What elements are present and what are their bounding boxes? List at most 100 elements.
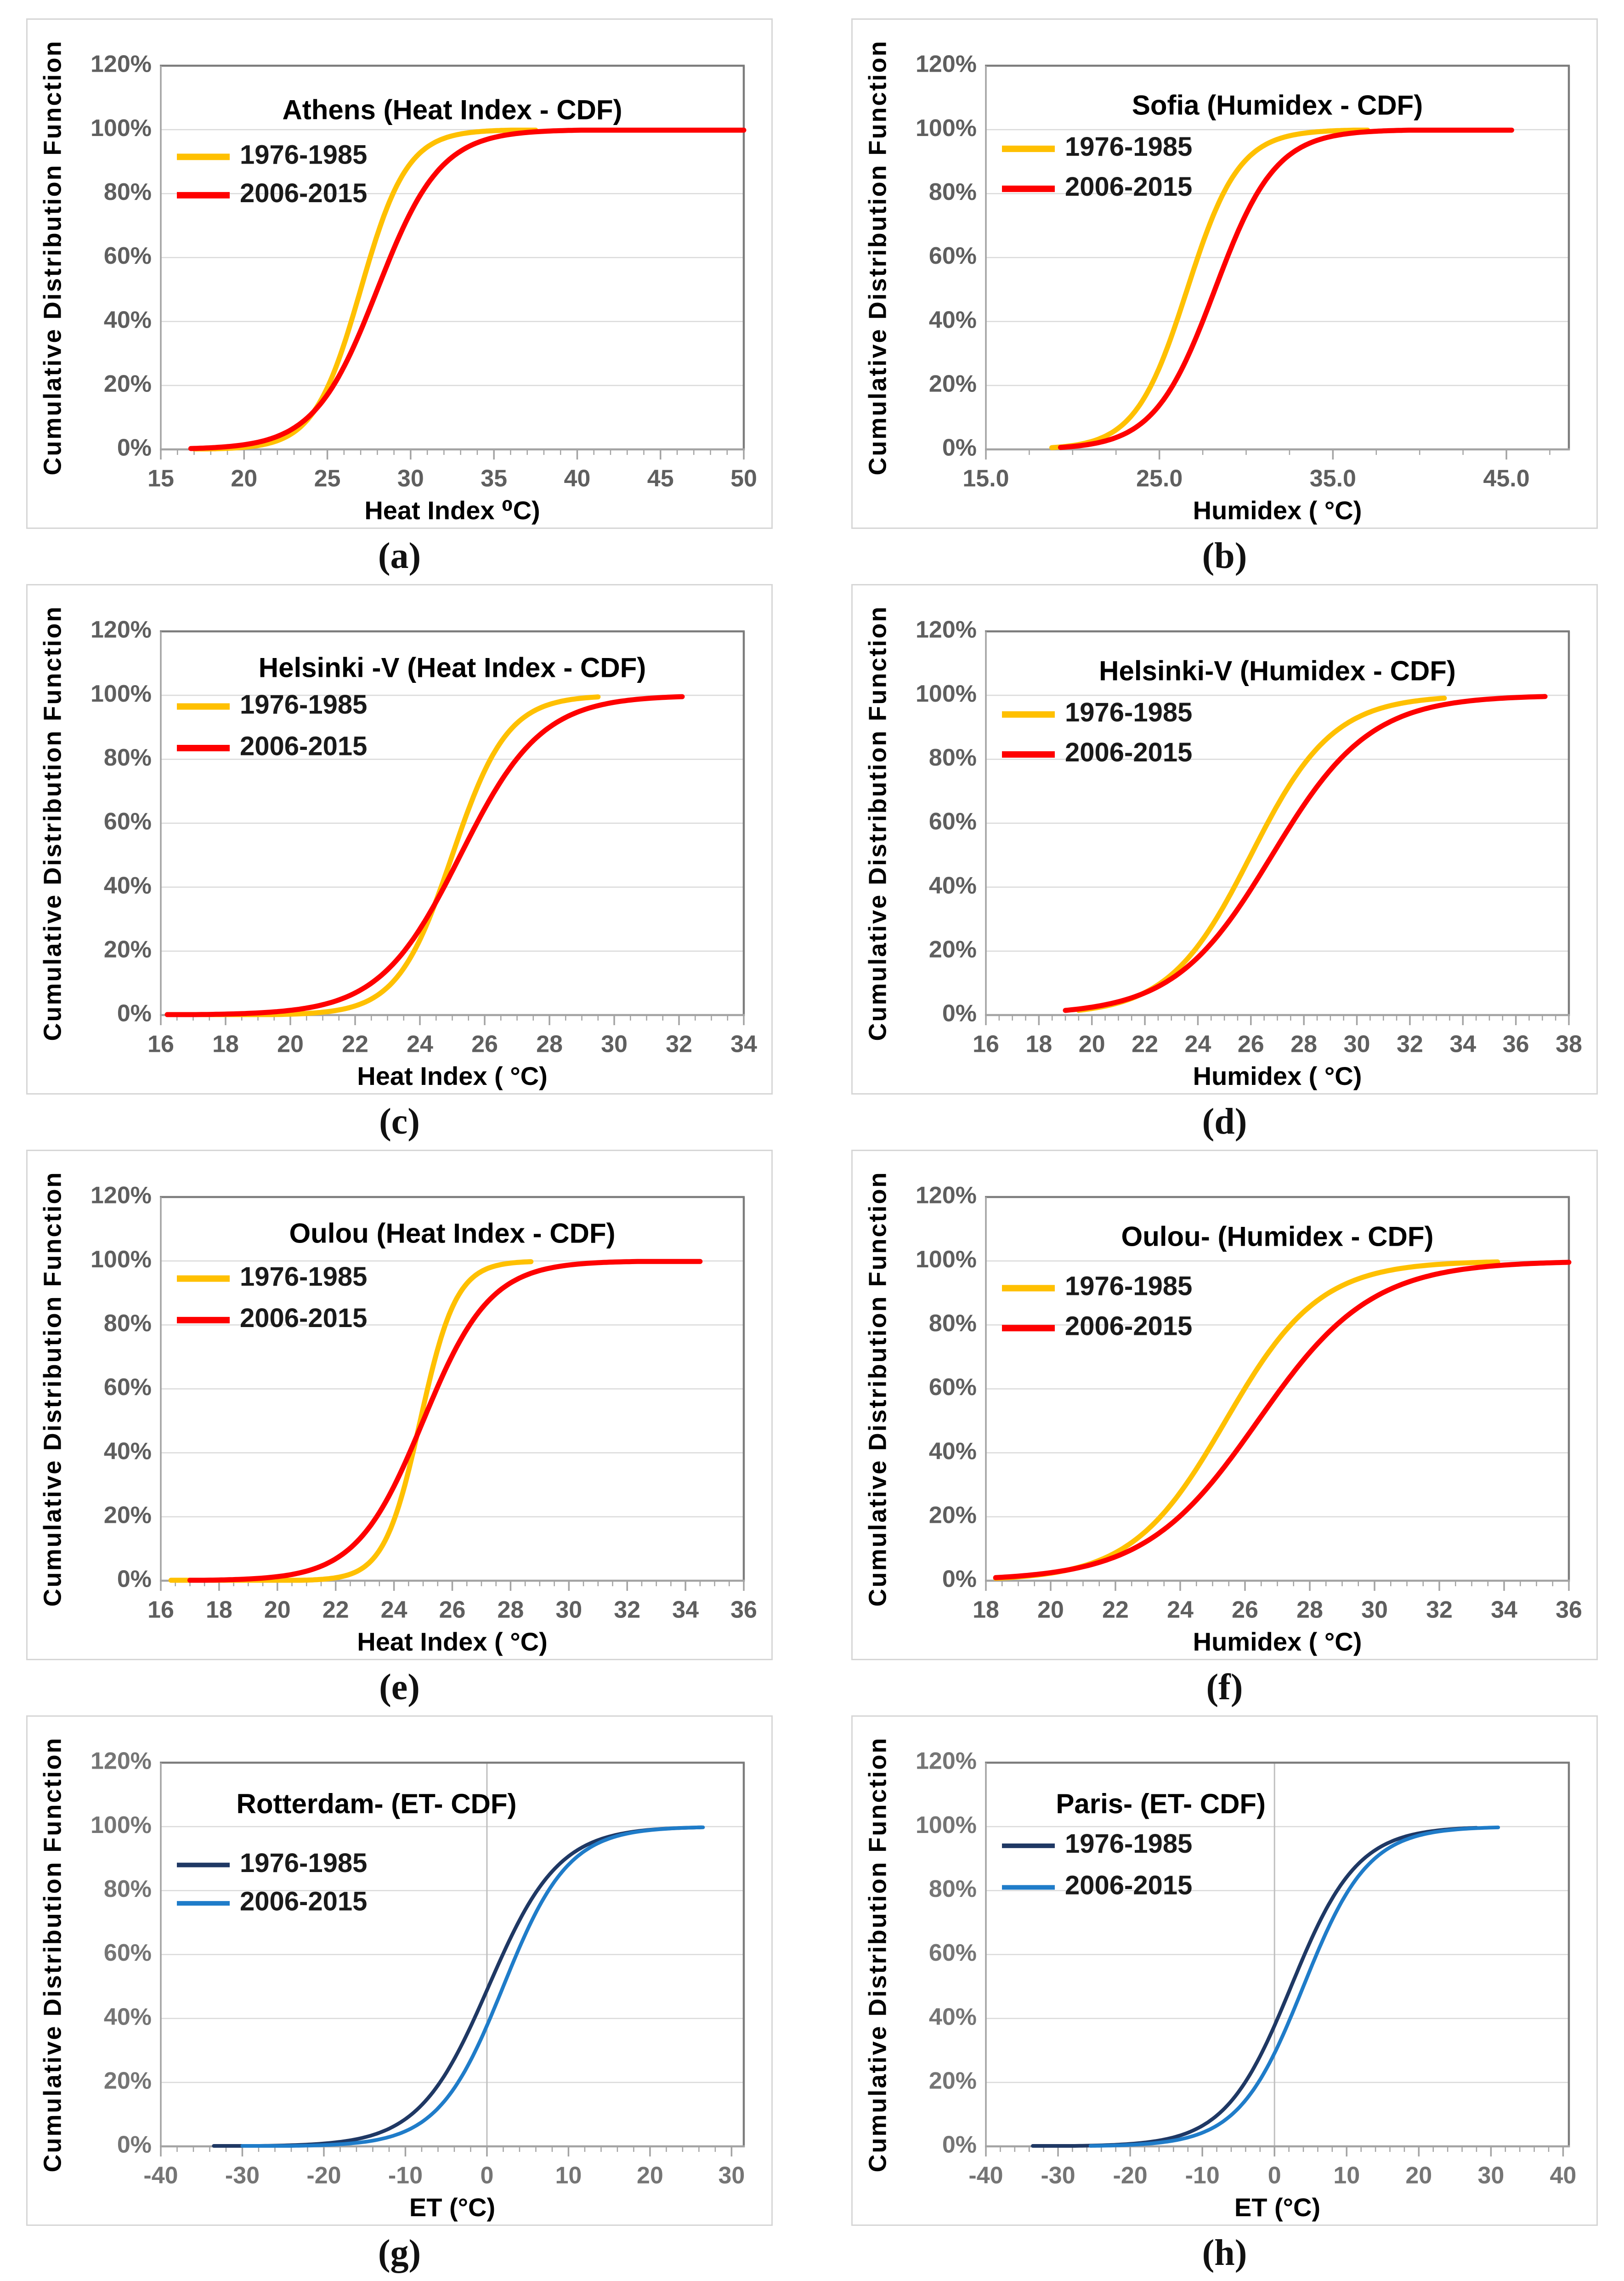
legend-label: 2006-2015 [240,731,367,761]
y-tick-label: 80% [929,1310,977,1337]
x-tick-label: 24 [1185,1031,1211,1058]
chart-title: Oulou- (Humidex - CDF) [1121,1221,1434,1252]
panel-letter-e: (e) [379,1667,420,1708]
chart-title: Rotterdam- (ET- CDF) [237,1788,517,1819]
chart-title: Helsinki-V (Humidex - CDF) [1099,655,1456,686]
x-tick-label: 38 [1556,1031,1582,1058]
series-curve-1976-1985 [164,694,601,1017]
chart-h-plot: -40 -30 -20 -10 0 10 20 30 40 0% 20% 40% 60% 80% 100% 1… [864,1737,1576,2222]
x-tick-label: -30 [225,2162,260,2189]
x-tick-label: 25.0 [1136,465,1183,492]
legend-label: 1976-1985 [1065,1271,1192,1301]
panel-letter-h: (h) [1202,2232,1247,2273]
y-tick-label: 100% [916,1246,977,1273]
x-tick-label: 32 [666,1031,692,1058]
x-axis-title: Heat Index ( °C) [357,1061,547,1090]
y-tick-label: 120% [91,1182,152,1209]
x-tick-label: 20 [637,2162,663,2189]
x-tick-label: 20 [277,1031,304,1058]
x-tick-label: 30 [1477,2162,1504,2189]
y-tick-label: 120% [91,617,152,643]
x-tick-label: 0 [480,2162,493,2189]
legend-label: 2006-2015 [1065,738,1192,767]
y-axis-title: Cumulative Distribution Function [864,40,891,476]
chart-title: Helsinki -V (Heat Index - CDF) [259,652,646,683]
x-tick-label: 18 [973,1597,999,1623]
x-tick-label: 22 [323,1597,349,1623]
y-tick-label: 20% [929,1502,977,1529]
x-tick-label: 15.0 [962,465,1009,492]
series-curve-2006-2015 [240,1825,705,2148]
legend-label: 1976-1985 [1065,1829,1192,1859]
y-tick-label: 40% [104,306,152,333]
x-tick-label: -40 [968,2162,1003,2189]
legend-label: 1976-1985 [1065,698,1192,727]
legend-label: 1976-1985 [240,1262,367,1292]
y-axis-title: Cumulative Distribution Function [39,606,66,1041]
y-tick-label: 60% [104,1374,152,1401]
x-axis-title: Heat Index ( °C) [357,1627,547,1656]
legend-label: 2006-2015 [240,1886,367,1916]
chart-title: Paris- (ET- CDF) [1056,1788,1266,1819]
chart-panel-d: 16 18 20 22 24 26 28 30 32 34 36 38 0% 20% 40% 60% 80% 10… [851,584,1598,1150]
y-tick-label: 120% [916,617,977,643]
chart-c-box: 16 18 20 22 24 26 28 30 32 34 0% 20% 40% 60% 80% 100% 12… [26,584,773,1095]
x-tick-label: 20 [1079,1031,1105,1058]
x-tick-label: 20 [231,465,257,492]
x-tick-label: 30 [718,2162,745,2189]
series-curve-2006-2015 [1058,127,1514,450]
legend-label: 2006-2015 [240,1303,367,1333]
x-tick-label: 26 [471,1031,498,1058]
y-tick-label: 20% [929,2068,977,2094]
y-tick-label: 80% [104,1876,152,1902]
panel-letter-a: (a) [378,535,421,576]
x-tick-label: 16 [147,1597,174,1623]
x-tick-label: 32 [1426,1597,1453,1623]
legend-label: 1976-1985 [240,1848,367,1878]
chart-e-plot: 16 18 20 22 24 26 28 30 32 34 36 0% 20% 40% 60% 80% 100%… [39,1171,757,1656]
x-tick-label: 26 [1232,1597,1258,1623]
y-tick-label: 100% [916,1812,977,1838]
y-tick-label: 100% [916,681,977,707]
chart-title: Sofia (Humidex - CDF) [1132,90,1423,120]
x-tick-label: 22 [342,1031,368,1058]
x-tick-label: 30 [1344,1031,1370,1058]
y-tick-label: 0% [942,1000,977,1027]
x-tick-label: -20 [306,2162,341,2189]
legend-label: 2006-2015 [1065,1871,1192,1901]
y-tick-label: 0% [942,435,977,461]
x-tick-label: 35.0 [1310,465,1356,492]
chart-panel-f: 18 20 22 24 26 28 30 32 34 36 0% 20% 40% 60% 80% 100% 12… [851,1150,1598,1715]
y-axis-title: Cumulative Distribution Function [39,1737,66,2173]
y-axis-title: Cumulative Distribution Function [39,1171,66,1607]
x-tick-label: 16 [973,1031,999,1058]
x-axis-title: Humidex ( °C) [1193,1061,1362,1090]
y-tick-label: 0% [942,2132,977,2158]
panel-letter-b: (b) [1202,535,1247,576]
legend-label: 2006-2015 [1065,172,1192,202]
y-tick-label: 120% [916,1748,977,1775]
y-tick-label: 0% [942,1566,977,1593]
panel-letter-c: (c) [379,1101,420,1142]
y-axis-title: Cumulative Distribution Function [39,40,66,476]
chart-c-plot: 16 18 20 22 24 26 28 30 32 34 0% 20% 40% 60% 80% 100% 12… [39,606,757,1090]
series-curve-2006-2015 [188,127,747,451]
x-tick-label: -30 [1041,2162,1075,2189]
chart-h-box: -40 -30 -20 -10 0 10 20 30 40 0% 20% 40% 60% 80% 100% 1… [851,1715,1598,2226]
y-tick-label: 60% [929,1374,977,1401]
chart-panel-c: 16 18 20 22 24 26 28 30 32 34 0% 20% 40% 60% 80% 100% 12… [26,584,773,1150]
chart-e-box: 16 18 20 22 24 26 28 30 32 34 36 0% 20% 40% 60% 80% 100%… [26,1150,773,1660]
x-tick-label: 32 [1397,1031,1423,1058]
y-tick-label: 60% [104,808,152,835]
chart-d-plot: 16 18 20 22 24 26 28 30 32 34 36 38 0% 20% 40% 60% 80% 10… [864,606,1582,1090]
chart-panel-a: 15 20 25 30 35 40 45 50 0% 20% 40% 60% 80% 100% 120% At… [26,18,773,584]
series-curve-2006-2015 [1088,1825,1500,2148]
y-tick-label: 100% [91,1246,152,1273]
x-tick-label: 30 [1361,1597,1388,1623]
series-curve-1976-1985 [192,127,538,452]
x-tick-label: 40 [564,465,591,492]
y-axis-title: Cumulative Distribution Function [864,606,891,1041]
x-tick-label: 26 [1238,1031,1264,1058]
chart-a-box: 15 20 25 30 35 40 45 50 0% 20% 40% 60% 80% 100% 120% At… [26,18,773,529]
x-tick-label: 22 [1132,1031,1158,1058]
